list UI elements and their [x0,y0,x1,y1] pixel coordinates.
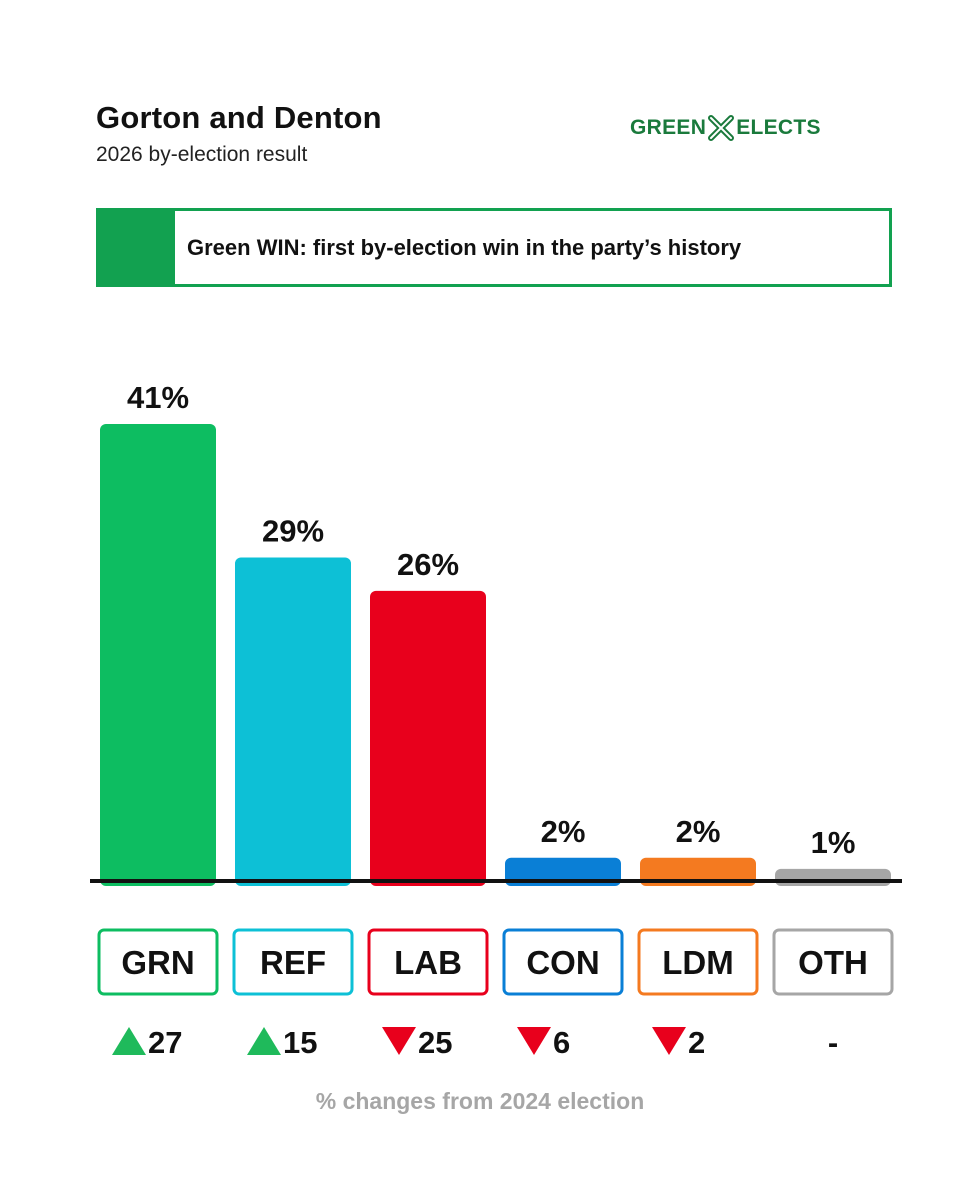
change-value-con: 6 [553,1025,570,1060]
category-box-con [502,928,624,996]
down-arrow-icon [382,1027,416,1055]
up-arrow-icon [112,1027,146,1055]
page-title: Gorton and Denton [96,100,382,135]
category-label-grn: GRN [121,944,194,981]
category-label-ref: REF [260,944,326,981]
category-box-ldm [637,928,759,996]
change-value-lab: 25 [418,1025,452,1060]
change-value-grn: 27 [148,1025,182,1060]
data-label-con: 2% [541,814,586,849]
bar-ref [235,557,351,886]
bar-con [505,857,621,886]
category-box-ref [232,928,354,996]
down-arrow-icon [652,1027,686,1055]
category-box-oth [772,928,894,996]
change-value-ldm: 2 [688,1025,705,1060]
cross-x-icon [708,115,735,141]
bar-grn [100,424,216,886]
data-label-grn: 41% [127,380,189,415]
down-arrow-icon [517,1027,551,1055]
bar-ldm [640,857,756,886]
banner-text: Green WIN: first by-election win in the … [187,235,742,260]
category-label-ldm: LDM [662,944,733,981]
banner-swatch [99,211,175,284]
page-subtitle: 2026 by-election result [96,143,308,166]
result-banner: Green WIN: first by-election win in the … [96,208,892,287]
category-box-grn [97,928,219,996]
brand-logo: GREEN ELECTS [630,114,821,142]
change-value-oth: - [828,1025,838,1060]
x-axis-baseline [90,879,902,883]
bar-oth [775,868,891,886]
category-label-lab: LAB [394,944,462,981]
data-label-lab: 26% [397,547,459,582]
category-label-con: CON [526,944,599,981]
category-box-lab [367,928,489,996]
change-value-ref: 15 [283,1025,317,1060]
category-label-oth: OTH [798,944,868,981]
changes-footnote: % changes from 2024 election [315,1088,645,1114]
up-arrow-icon [247,1027,281,1055]
data-label-ldm: 2% [676,814,721,849]
bar-lab [370,590,486,886]
logo-text-left: GREEN [630,116,707,139]
data-label-ref: 29% [262,513,324,548]
logo-text-right: ELECTS [736,116,821,139]
data-label-oth: 1% [811,825,856,860]
